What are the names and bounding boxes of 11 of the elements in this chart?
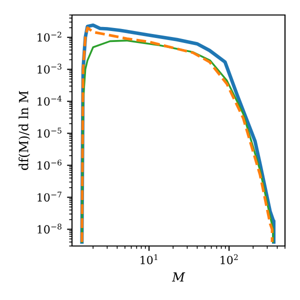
- y-axis-title: df(M)/d ln M: [18, 91, 30, 170]
- y-tick-label: 10$^{−5}$: [38, 128, 62, 138]
- x-tick-label: 10$^{1}$: [140, 254, 158, 264]
- y-tick-label: 10$^{−2}$: [38, 32, 62, 42]
- y-tick-label: 10$^{−3}$: [38, 64, 62, 74]
- y-tick-label: 10$^{−4}$: [38, 96, 62, 106]
- y-tick-label: 10$^{−8}$: [38, 224, 62, 234]
- y-tick-label: 10$^{−7}$: [38, 192, 62, 202]
- x-axis-title: M: [172, 272, 186, 282]
- y-tick-label: 10$^{−6}$: [38, 160, 62, 170]
- x-tick-label: 10$^{2}$: [220, 254, 238, 264]
